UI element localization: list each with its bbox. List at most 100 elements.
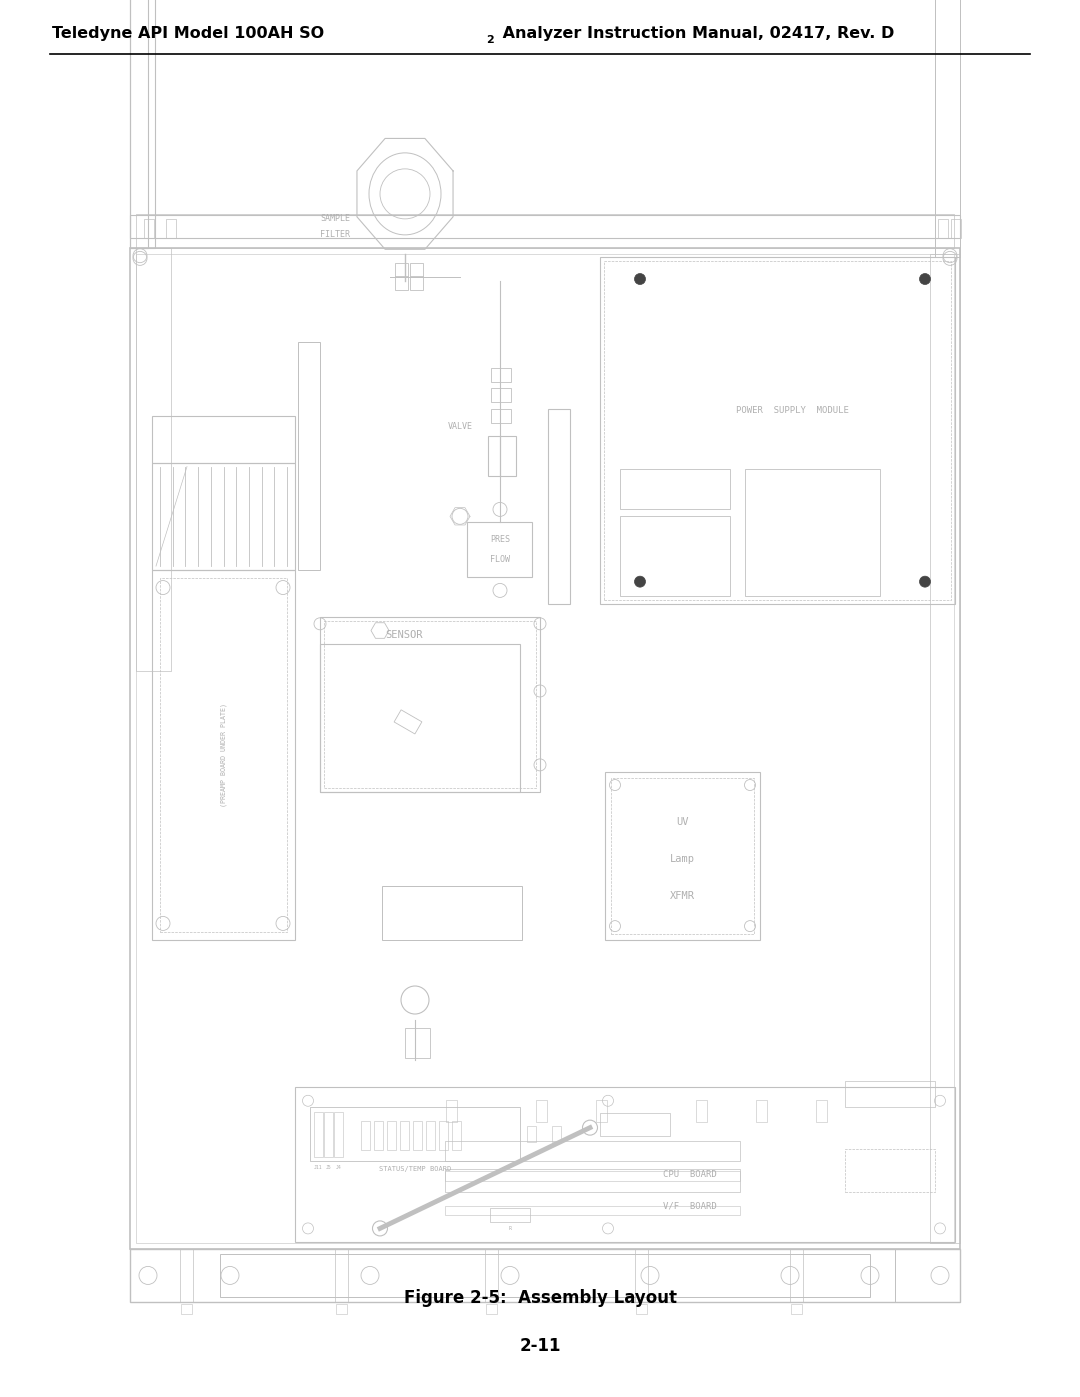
Bar <box>130 247 960 1249</box>
Text: FILTER: FILTER <box>320 229 350 239</box>
Bar <box>895 1249 960 1302</box>
Bar <box>445 1141 740 1161</box>
Text: PRES: PRES <box>490 535 510 545</box>
Bar <box>395 275 408 289</box>
Bar <box>320 644 519 792</box>
Bar <box>320 617 540 792</box>
Text: Analyzer Instruction Manual, 02417, Rev. D: Analyzer Instruction Manual, 02417, Rev.… <box>497 27 894 41</box>
Bar <box>438 1120 448 1151</box>
Bar <box>791 1305 802 1315</box>
Bar <box>395 264 408 278</box>
Bar <box>314 1112 323 1157</box>
Bar <box>136 254 954 1242</box>
Bar <box>166 219 176 239</box>
Bar <box>445 1169 740 1192</box>
Bar <box>445 1206 740 1215</box>
Bar <box>295 1087 955 1242</box>
Bar <box>180 1249 193 1302</box>
Bar <box>324 622 536 788</box>
Bar <box>490 1208 530 1222</box>
Circle shape <box>635 274 646 285</box>
Bar <box>152 462 295 570</box>
Bar <box>486 1305 497 1315</box>
Bar <box>491 388 511 402</box>
Bar <box>789 1249 804 1302</box>
Text: CPU  BOARD: CPU BOARD <box>663 1171 717 1179</box>
Bar <box>387 1120 396 1151</box>
Bar <box>604 261 951 599</box>
Circle shape <box>919 274 931 285</box>
Bar <box>491 369 511 383</box>
Bar <box>453 1120 461 1151</box>
Bar <box>620 468 730 509</box>
Text: 2: 2 <box>486 35 494 45</box>
Bar <box>361 1120 370 1151</box>
Bar <box>144 219 154 239</box>
Bar <box>298 342 320 570</box>
Bar <box>935 0 960 257</box>
Bar <box>400 1120 409 1151</box>
Bar <box>939 219 948 239</box>
Bar <box>152 570 295 940</box>
Text: 2-11: 2-11 <box>519 1337 561 1355</box>
Bar <box>160 578 287 932</box>
Bar <box>410 264 423 278</box>
Text: (PREAMP BOARD UNDER PLATE): (PREAMP BOARD UNDER PLATE) <box>220 703 227 807</box>
Bar <box>605 771 760 940</box>
Bar <box>491 408 511 422</box>
Text: Lamp: Lamp <box>670 854 696 863</box>
Circle shape <box>919 576 931 587</box>
Text: J4: J4 <box>336 1165 341 1169</box>
Bar <box>152 415 295 462</box>
Text: SENSOR: SENSOR <box>384 630 422 640</box>
Bar <box>310 1108 519 1161</box>
Bar <box>600 257 955 604</box>
Bar <box>816 1099 827 1122</box>
Text: STATUS/TEMP BOARD: STATUS/TEMP BOARD <box>379 1166 451 1172</box>
Text: POWER  SUPPLY  MODULE: POWER SUPPLY MODULE <box>737 407 849 415</box>
Text: Teledyne API Model 100AH SO: Teledyne API Model 100AH SO <box>52 27 324 41</box>
Bar <box>220 1253 870 1298</box>
Text: UV: UV <box>676 817 689 827</box>
Text: V/F  BOARD: V/F BOARD <box>663 1201 717 1210</box>
Bar <box>930 254 960 1242</box>
Bar <box>130 0 156 247</box>
Bar <box>696 1099 707 1122</box>
Text: J5: J5 <box>326 1165 332 1169</box>
Circle shape <box>635 576 646 587</box>
Bar <box>951 219 961 239</box>
Bar <box>334 1112 343 1157</box>
Bar <box>745 468 880 595</box>
Text: SAMPLE: SAMPLE <box>320 214 350 222</box>
Bar <box>620 515 730 595</box>
Bar <box>485 1249 498 1302</box>
Bar <box>548 409 570 604</box>
Bar <box>413 1120 422 1151</box>
Bar <box>488 436 516 476</box>
Bar <box>410 275 423 289</box>
Bar <box>636 1305 647 1315</box>
Bar <box>611 778 754 933</box>
Bar <box>756 1099 767 1122</box>
Bar <box>527 1126 536 1143</box>
Bar <box>426 1120 435 1151</box>
Bar <box>845 1150 935 1192</box>
Bar <box>468 522 532 577</box>
Bar <box>374 1120 383 1151</box>
Text: XFMR: XFMR <box>670 891 696 901</box>
Bar <box>136 247 171 671</box>
Bar <box>335 1249 348 1302</box>
Bar <box>552 1126 561 1143</box>
Text: VALVE: VALVE <box>447 422 472 430</box>
Bar <box>324 1112 333 1157</box>
Text: J11: J11 <box>314 1165 323 1169</box>
Bar <box>446 1099 457 1122</box>
Bar <box>130 215 960 239</box>
Text: FLOW: FLOW <box>490 556 510 564</box>
Bar <box>336 1305 347 1315</box>
Bar <box>845 1081 935 1108</box>
Text: Figure 2-5:  Assembly Layout: Figure 2-5: Assembly Layout <box>404 1289 676 1308</box>
Bar <box>130 1249 960 1302</box>
Text: R: R <box>509 1227 512 1231</box>
Bar <box>130 0 148 247</box>
